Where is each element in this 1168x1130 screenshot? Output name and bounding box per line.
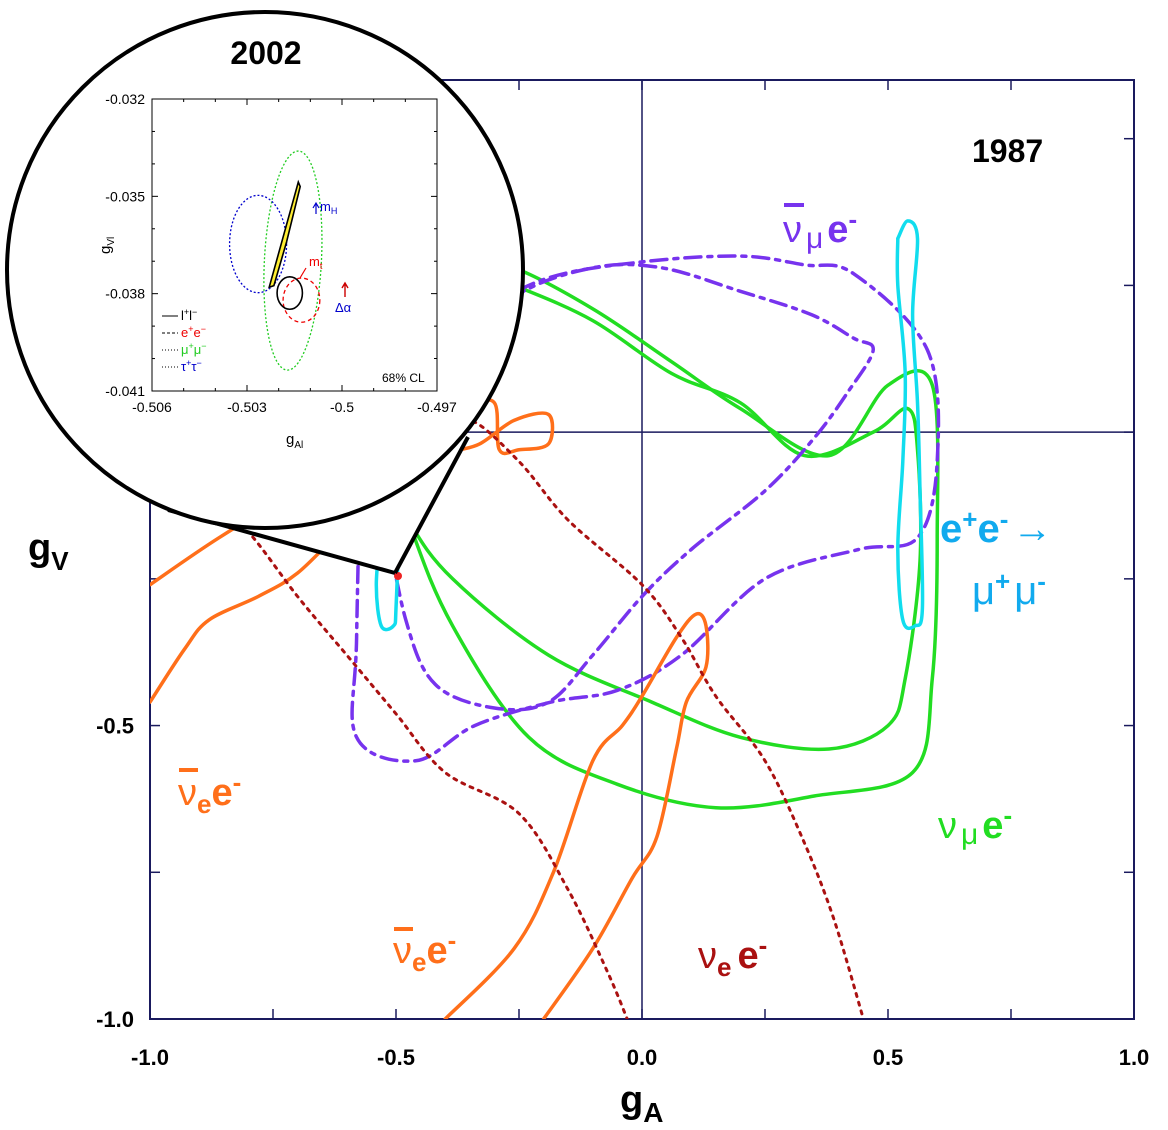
- main-ytick-labels: -1.0-0.50.0: [96, 420, 134, 1032]
- inset-cl-label: 68% CL: [382, 371, 425, 385]
- curve-nue-1: [409, 418, 865, 1019]
- main-xtick-label-2: 0.0: [627, 1045, 658, 1070]
- label-numu-e: ν μ e-: [938, 800, 1012, 851]
- inset-ylabel: gVl: [97, 237, 117, 254]
- inset-ytick-labels: -0.032 -0.035 -0.038 -0.041: [105, 91, 145, 399]
- main-ytick-label-1: -0.5: [96, 714, 134, 739]
- label-ee-mumu-line2: μ+ μ-: [972, 566, 1046, 613]
- inset-mt-arrow: [299, 267, 307, 279]
- inset-ellipse-ll: [276, 275, 304, 311]
- inset-xtick-labels: -0.506 -0.503 -0.5 -0.497: [132, 399, 457, 415]
- label-ee-mumu-line1: e+e- →: [940, 504, 1052, 551]
- inset-dalpha-label: Δα: [335, 300, 352, 315]
- inset-xlabel: gAl: [286, 431, 303, 451]
- inset-legend: l+l−e+e−μ+μ−τ+τ−: [162, 307, 207, 374]
- main-title: 1987: [972, 133, 1043, 169]
- inset-xtick-label-0: -0.506: [132, 399, 172, 415]
- curve-nuebar-1: [443, 611, 710, 1019]
- main-ylabel: gV: [28, 527, 69, 576]
- inset-ytick-label-2: -0.038: [105, 286, 145, 302]
- main-xtick-label-3: 0.5: [873, 1045, 904, 1070]
- label-numubar-e: ν μ e-: [783, 204, 857, 255]
- magnifier-line-upper: [393, 436, 470, 574]
- inset-legend-label-1: e+e−: [181, 324, 206, 340]
- inset-dalpha-arrow: [341, 281, 349, 297]
- inset-ytick-label-0: -0.032: [105, 91, 145, 107]
- inset-ellipse-mumu: [263, 150, 323, 371]
- curve-numubar-0: [379, 262, 875, 712]
- sm-point: [394, 572, 402, 580]
- inset-sm-band: [268, 179, 302, 289]
- inset-xtick-label-3: -0.497: [417, 399, 457, 415]
- main-xtick-label-1: -0.5: [377, 1045, 415, 1070]
- inset-curves: [228, 150, 323, 371]
- main-xtick-label-4: 1.0: [1119, 1045, 1150, 1070]
- inset-plot-frame: [151, 98, 438, 392]
- label-nuebar-e-bottom: νee-: [393, 925, 456, 977]
- inset-legend-label-2: μ+μ−: [181, 341, 207, 357]
- inset-ellipse-ee: [282, 277, 321, 323]
- curve-numubar-1: [350, 254, 941, 763]
- inset-mt-label: mt: [309, 254, 323, 271]
- label-nuebar-e-left: νee-: [178, 767, 241, 819]
- inset-ticks: [151, 98, 438, 392]
- inset-legend-label-3: τ+τ−: [181, 358, 202, 374]
- inset-2002: 2002 -0.506 -0.503 -0.5 -0.497 -0.032 -0.035…: [5, 10, 525, 575]
- inset-mh-label: mH: [320, 199, 337, 216]
- main-xlabel: gA: [620, 1079, 663, 1128]
- inset-xtick-label-1: -0.503: [227, 399, 267, 415]
- inset-title: 2002: [230, 35, 301, 71]
- main-ytick-label-0: -1.0: [96, 1007, 134, 1032]
- label-nue-e: νe e-: [698, 930, 767, 982]
- inset-legend-label-0: l+l−: [181, 307, 197, 323]
- inset-mh-arrow: [312, 201, 320, 214]
- main-xtick-labels: -1.0 -0.5 0.0 0.5 1.0: [131, 1045, 1149, 1070]
- inset-ytick-label-3: -0.041: [105, 383, 145, 399]
- main-xtick-label-0: -1.0: [131, 1045, 169, 1070]
- inset-ytick-label-1: -0.035: [105, 188, 145, 204]
- inset-xtick-label-2: -0.5: [330, 399, 354, 415]
- curve-ee-1: [895, 219, 925, 631]
